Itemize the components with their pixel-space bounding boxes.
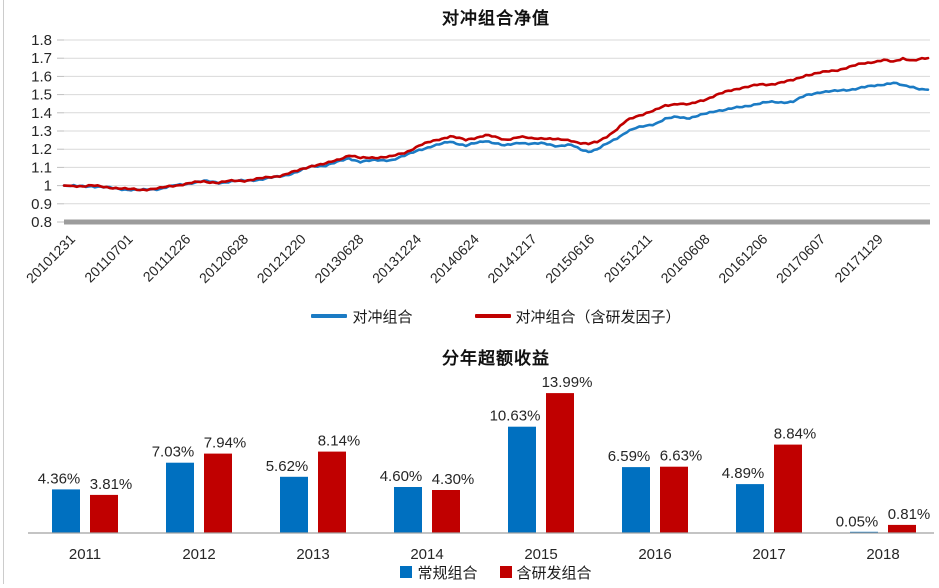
legend-item-hedge: 对冲组合 [311, 306, 413, 327]
y-axis-tick-label: 1.6 [31, 68, 52, 85]
y-axis-tick-label: 1.2 [31, 141, 52, 158]
y-axis-tick-label: 1.5 [31, 87, 52, 104]
legend-label-regular: 常规组合 [417, 564, 478, 582]
bar-rd-2015 [546, 393, 574, 533]
x-axis-tick-label: 20111226 [140, 231, 194, 285]
legend-label-hedge: 对冲组合 [352, 308, 413, 326]
x-axis-tick-label: 20160608 [657, 231, 713, 287]
bar-rd-2018 [888, 524, 916, 533]
x-axis-tick-label: 20101231 [23, 231, 79, 287]
bar-value-label: 13.99% [542, 374, 593, 391]
x-axis-category-label: 2016 [638, 546, 671, 563]
sheet-left-border [3, 0, 4, 584]
x-axis-category-label: 2014 [410, 546, 443, 563]
line-chart-legend: 对冲组合 对冲组合（含研发因子） [60, 305, 932, 327]
x-axis-category-label: 2015 [524, 546, 557, 563]
legend-label-rd: 含研发组合 [516, 564, 592, 582]
bar-chart-legend: 常规组合 含研发组合 [60, 562, 932, 582]
x-axis-tick-label: 20150616 [542, 231, 598, 287]
y-axis-tick-label: 1.8 [31, 32, 52, 49]
bar-rd-2012 [204, 453, 232, 533]
x-axis-tick-label: 20161206 [715, 231, 771, 287]
x-axis-tick-label: 20110701 [81, 231, 136, 286]
x-axis-tick-label: 20151211 [600, 231, 655, 286]
bar-regular-2014 [394, 487, 422, 533]
hedge-rd-series-line [62, 56, 930, 192]
bar-value-label: 4.89% [722, 465, 765, 482]
bar-value-label: 0.81% [888, 506, 931, 523]
bar-value-label: 4.60% [380, 468, 423, 485]
x-axis-category-label: 2017 [752, 546, 785, 563]
y-axis-tick-label: 1.1 [31, 159, 52, 176]
bar-regular-2015 [508, 426, 536, 533]
x-axis-category-label: 2011 [69, 546, 101, 563]
legend-item-hedge-rd: 对冲组合（含研发因子） [474, 306, 681, 327]
bar-value-label: 6.63% [660, 448, 703, 465]
x-axis-tick-label: 20140624 [427, 231, 483, 287]
rd-portfolio-swatch [499, 566, 512, 578]
x-axis-tick-label: 20131224 [369, 231, 425, 287]
legend-item-rd: 含研发组合 [499, 562, 592, 583]
hedge-rd-line-swatch [474, 314, 511, 318]
bar-value-label: 7.03% [152, 444, 195, 461]
x-axis-tick-label: 20130628 [311, 231, 367, 287]
y-axis-tick-label: 1.4 [31, 105, 52, 122]
x-axis-tick-label: 20121220 [254, 231, 310, 287]
x-axis-category-label: 2018 [866, 546, 899, 563]
regular-portfolio-swatch [400, 566, 413, 578]
bar-rd-2011 [90, 494, 118, 533]
y-axis-tick-label: 1 [44, 178, 52, 195]
bar-regular-2017 [736, 484, 764, 533]
bar-rd-2014 [432, 490, 460, 533]
bar-value-label: 4.30% [432, 471, 475, 488]
y-axis-tick-label: 1.7 [31, 50, 52, 67]
bar-chart-title: 分年超额收益 [442, 349, 550, 368]
bar-value-label: 4.36% [38, 470, 81, 487]
x-axis-tick-label: 20171129 [831, 231, 886, 286]
y-axis-tick-label: 1.3 [31, 123, 52, 140]
x-axis-tick-label: 20141217 [484, 231, 540, 287]
hedge-line-swatch [311, 314, 348, 318]
bar-value-label: 8.14% [318, 433, 361, 450]
net-value-line-chart: 对冲组合净值 0.8 0.9 1 1.1 1.2 1.3 1.4 1.5 1.6 1.7 1.8 20… [23, 9, 932, 327]
legend-label-hedge-rd: 对冲组合（含研发因子） [515, 308, 681, 326]
bar-value-label: 3.81% [90, 476, 133, 493]
legend-item-regular: 常规组合 [400, 562, 478, 583]
bar-value-label: 7.94% [204, 435, 247, 452]
bar-chart-plot-area: 4.36% 3.81% 2011 7.03% 7.94% 2012 5.62% 8.14% 20… [28, 374, 934, 563]
x-axis-tick-label: 20170607 [773, 231, 829, 287]
x-axis-category-label: 2013 [296, 546, 329, 563]
x-axis-tick-label: 20120628 [196, 231, 252, 287]
bar-regular-2012 [166, 462, 194, 533]
bar-rd-2017 [774, 444, 802, 533]
bar-regular-2016 [622, 467, 650, 533]
excess-return-bar-chart: 分年超额收益 4.36% 3.81% 2011 7.03% 7.94% 2012 5.62%… [0, 340, 939, 588]
bar-value-label: 0.05% [836, 514, 879, 531]
x-axis-category-label: 2012 [182, 546, 215, 563]
line-chart-title: 对冲组合净值 [442, 9, 550, 28]
bar-regular-2013 [280, 476, 308, 533]
y-axis-tick-label: 0.9 [31, 196, 52, 213]
bar-rd-2013 [318, 451, 346, 533]
x-axis-baseline [64, 219, 930, 225]
y-axis-tick-label: 0.8 [31, 214, 52, 231]
bar-regular-2011 [52, 489, 80, 533]
bar-value-label: 6.59% [608, 448, 651, 465]
bar-value-label: 8.84% [774, 426, 817, 443]
bar-value-label: 5.62% [266, 458, 309, 475]
bar-value-label: 10.63% [490, 408, 541, 425]
bar-rd-2016 [660, 466, 688, 533]
